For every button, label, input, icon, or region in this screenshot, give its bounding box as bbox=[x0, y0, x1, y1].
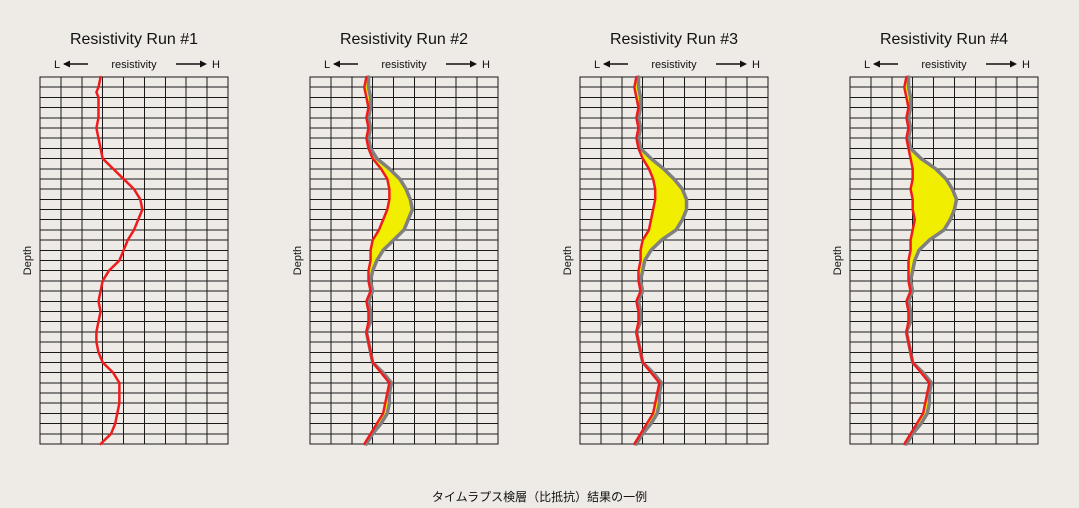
grid bbox=[309, 76, 499, 445]
arrow-right-icon bbox=[740, 60, 747, 68]
current-log-line bbox=[633, 75, 661, 446]
axis-label-depth: Depth bbox=[22, 246, 34, 275]
axis-label-high: H bbox=[1022, 59, 1030, 71]
axis-label-depth: Depth bbox=[562, 246, 574, 275]
axis-label-resistivity: resistivity bbox=[651, 59, 697, 71]
axis-label-high: H bbox=[752, 59, 760, 71]
baseline-log-line bbox=[904, 75, 959, 446]
log-panel-1: Resistivity Run #1 L resistivity H Depth bbox=[22, 31, 229, 446]
axis-label-low: L bbox=[54, 59, 60, 71]
log-panel-4: Resistivity Run #4 L resistivity H Depth bbox=[832, 31, 1039, 446]
log-panel-2: Resistivity Run #2 L resistivity H Depth bbox=[292, 31, 499, 446]
figure-caption: タイムラプス検層（比抵抗）結果の一例 bbox=[431, 490, 648, 504]
change-area bbox=[904, 77, 957, 444]
panel-title: Resistivity Run #3 bbox=[610, 31, 738, 48]
axis-label-low: L bbox=[864, 59, 870, 71]
axis-label-resistivity: resistivity bbox=[381, 59, 427, 71]
arrow-left-icon bbox=[333, 60, 340, 68]
axis-label-resistivity: resistivity bbox=[921, 59, 967, 71]
panel-title: Resistivity Run #1 bbox=[70, 31, 198, 48]
panel-title: Resistivity Run #4 bbox=[880, 31, 1008, 48]
grid bbox=[39, 76, 229, 445]
axis-label-resistivity: resistivity bbox=[111, 59, 157, 71]
axis-label-depth: Depth bbox=[832, 246, 844, 275]
arrow-right-icon bbox=[1010, 60, 1017, 68]
grid bbox=[579, 76, 769, 445]
current-log-line bbox=[95, 75, 144, 446]
current-log-line bbox=[903, 75, 931, 446]
current-log-line bbox=[363, 75, 391, 446]
log-panel-3: Resistivity Run #3 L resistivity H Depth bbox=[562, 31, 769, 446]
arrow-left-icon bbox=[63, 60, 70, 68]
axis-label-depth: Depth bbox=[292, 246, 304, 275]
arrow-left-icon bbox=[603, 60, 610, 68]
panel-title: Resistivity Run #2 bbox=[340, 31, 468, 48]
axis-label-high: H bbox=[482, 59, 490, 71]
arrow-right-icon bbox=[200, 60, 207, 68]
axis-label-high: H bbox=[212, 59, 220, 71]
grid bbox=[849, 76, 1039, 445]
baseline-log-line bbox=[634, 75, 689, 446]
baseline-log-line bbox=[364, 75, 415, 446]
axis-label-low: L bbox=[324, 59, 330, 71]
arrow-left-icon bbox=[873, 60, 880, 68]
axis-label-low: L bbox=[594, 59, 600, 71]
arrow-right-icon bbox=[470, 60, 477, 68]
